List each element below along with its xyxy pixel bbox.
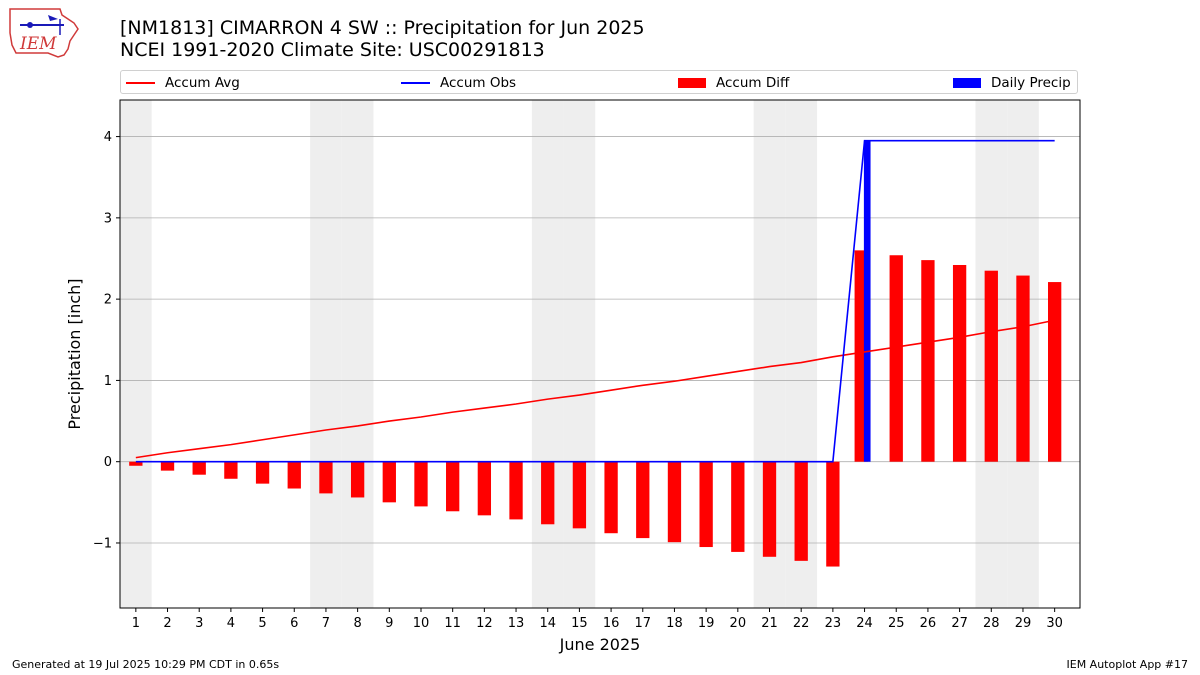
x-tick-label-15: 15 [571, 616, 588, 631]
chart-title: [NM1813] CIMARRON 4 SW :: Precipitation … [120, 17, 645, 39]
accum-diff-bar-4 [224, 461, 238, 479]
y-tick-label-0: 0 [104, 455, 112, 470]
accum-diff-bar-23 [826, 461, 840, 567]
legend-swatch-accum-diff [678, 78, 706, 88]
x-tick-label-27: 27 [951, 616, 968, 631]
accum-diff-bar-21 [762, 461, 777, 557]
x-tick-label-9: 9 [385, 616, 393, 631]
x-tick-label-13: 13 [508, 616, 525, 631]
chart-legend: Accum Avg Accum Obs Accum Diff Daily Pre… [120, 70, 1078, 94]
accum-diff-bar-20 [731, 461, 745, 552]
accum-diff-bar-1 [129, 461, 143, 466]
accum-diff-bar-17 [636, 461, 650, 539]
accum-diff-bar-28 [984, 270, 998, 462]
y-tick-label-4: 4 [104, 130, 112, 145]
x-tick-label-11: 11 [444, 616, 461, 631]
accum-diff-bar-7 [319, 461, 333, 494]
weekend-shade-7 [310, 100, 342, 608]
accum-diff-bar-10 [414, 461, 428, 507]
y-tick-label-1: 1 [104, 374, 112, 389]
accum-diff-bar-3 [192, 461, 206, 475]
x-tick-label-25: 25 [888, 616, 905, 631]
x-tick-label-29: 29 [1015, 616, 1032, 631]
x-tick-label-16: 16 [603, 616, 620, 631]
legend-item-daily-precip: Daily Precip [953, 74, 1071, 92]
accum-diff-bar-18 [667, 461, 682, 543]
x-tick-label-10: 10 [413, 616, 430, 631]
weekend-shade-8 [341, 100, 374, 608]
accum-diff-bar-14 [541, 461, 555, 525]
accum-diff-bar-26 [921, 260, 935, 462]
accum-diff-bar-29 [1016, 275, 1030, 462]
y-tick-label--1: −1 [93, 536, 112, 551]
y-tick-label-2: 2 [104, 293, 112, 308]
accum-diff-bar-2 [160, 461, 175, 471]
accum-diff-bar-19 [699, 461, 713, 548]
generated-timestamp: Generated at 19 Jul 2025 10:29 PM CDT in… [12, 658, 280, 671]
x-tick-label-3: 3 [195, 616, 203, 631]
x-tick-label-22: 22 [793, 616, 810, 631]
x-tick-label-28: 28 [983, 616, 1000, 631]
y-axis-label: Precipitation [inch] [65, 278, 84, 429]
accum-diff-bar-9 [382, 461, 396, 503]
accum-diff-bar-30 [1048, 282, 1062, 462]
accum-avg-line [135, 319, 1055, 459]
legend-item-accum-obs: Accum Obs [401, 74, 516, 92]
accum-diff-bar-15 [572, 461, 587, 529]
weekend-shade-15 [563, 100, 596, 608]
x-tick-label-1: 1 [132, 616, 140, 631]
daily-precip-bar-24 [863, 140, 871, 462]
legend-swatch-accum-avg [126, 82, 155, 84]
x-tick-label-2: 2 [163, 616, 171, 631]
accum-diff-bar-11 [446, 461, 460, 512]
x-tick-label-26: 26 [920, 616, 937, 631]
x-tick-label-12: 12 [476, 616, 493, 631]
accum-diff-bar-22 [794, 461, 808, 561]
legend-label-accum-avg: Accum Avg [165, 75, 240, 91]
y-tick-label-3: 3 [104, 211, 112, 226]
x-tick-label-7: 7 [322, 616, 330, 631]
x-tick-label-17: 17 [634, 616, 651, 631]
weekend-shade-1 [120, 100, 152, 608]
accum-diff-bar-16 [604, 461, 618, 534]
legend-item-accum-avg: Accum Avg [126, 74, 240, 92]
x-axis-label: June 2025 [559, 635, 641, 654]
logo-text: IEM [19, 34, 57, 54]
x-tick-label-20: 20 [730, 616, 747, 631]
accum-diff-bar-27 [952, 264, 967, 462]
x-tick-label-8: 8 [353, 616, 361, 631]
x-tick-label-5: 5 [258, 616, 266, 631]
accum-diff-bar-8 [350, 461, 365, 498]
legend-label-accum-obs: Accum Obs [440, 75, 517, 91]
legend-label-accum-diff: Accum Diff [716, 75, 790, 91]
accum-diff-bar-13 [509, 461, 523, 520]
x-tick-label-14: 14 [539, 616, 556, 631]
x-tick-label-4: 4 [227, 616, 235, 631]
legend-item-accum-diff: Accum Diff [678, 74, 789, 92]
x-tick-label-19: 19 [698, 616, 715, 631]
accum-diff-bar-5 [255, 461, 270, 484]
autoplot-app-label: IEM Autoplot App #17 [1066, 658, 1189, 671]
accum-obs-line [135, 139, 1055, 463]
weekend-shade-14 [531, 100, 564, 608]
accum-diff-bar-6 [287, 461, 301, 489]
plot-frame [119, 99, 1081, 609]
x-tick-label-24: 24 [856, 616, 873, 631]
iem-logo: IEM [9, 8, 79, 58]
legend-label-daily-precip: Daily Precip [991, 75, 1071, 91]
legend-swatch-accum-obs [401, 82, 430, 84]
accum-diff-bar-12 [477, 461, 492, 516]
x-tick-label-18: 18 [666, 616, 683, 631]
legend-swatch-daily-precip [953, 78, 981, 88]
x-tick-label-23: 23 [825, 616, 842, 631]
chart-subtitle: NCEI 1991-2020 Climate Site: USC00291813 [120, 39, 545, 61]
x-tick-label-6: 6 [290, 616, 298, 631]
x-tick-label-30: 30 [1046, 616, 1063, 631]
x-tick-label-21: 21 [761, 616, 778, 631]
accum-diff-bar-25 [889, 255, 903, 462]
